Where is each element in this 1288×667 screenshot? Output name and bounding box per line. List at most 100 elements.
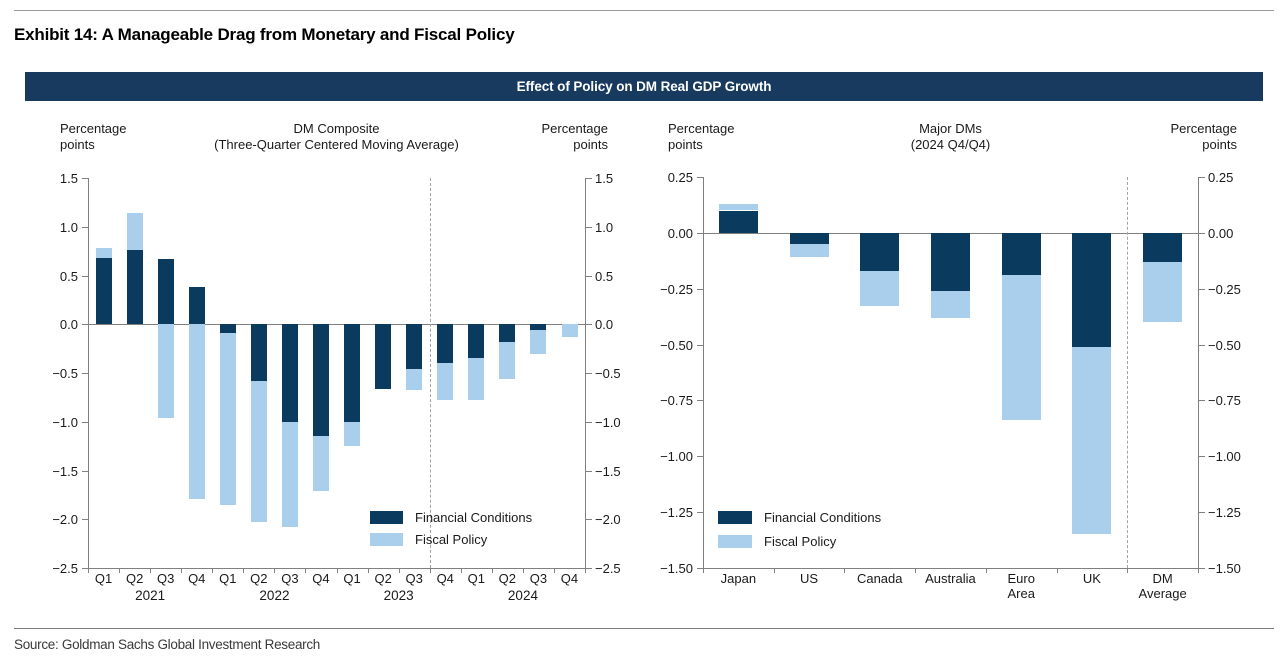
legend-swatch-fiscal-policy (370, 533, 403, 546)
y-tick-left (697, 345, 703, 346)
x-tick (430, 569, 431, 573)
y-tick-label-left: −1.50 (660, 561, 693, 576)
bar-segment-fiscal-policy (313, 436, 329, 491)
year-group-label: 2022 (259, 588, 290, 603)
y-tick-left (82, 227, 88, 228)
y-axis-right (1198, 177, 1199, 569)
x-axis (88, 568, 585, 569)
y-tick-label-left: −1.5 (52, 464, 78, 479)
y-tick-label-left: 0.25 (667, 170, 693, 185)
period-divider-line (430, 178, 431, 568)
bar-segment-fiscal-policy (281, 421, 298, 528)
y-tick-right (1199, 512, 1205, 513)
x-category-label: DM Average (1138, 571, 1187, 601)
x-category-label: Q4 (436, 571, 454, 586)
y-tick-right (1199, 456, 1205, 457)
zero-line (88, 324, 585, 325)
y-axis-left (88, 178, 89, 569)
bar-segment-fiscal-policy (1001, 275, 1041, 421)
y-tick-right (586, 227, 592, 228)
bar-segment-fiscal-policy (561, 324, 578, 337)
y-axis-header-right: Percentage points (541, 121, 609, 152)
y-tick-right (586, 276, 592, 277)
y-axis-right (585, 178, 586, 569)
x-tick (150, 569, 151, 573)
x-category-label: Q2 (498, 571, 517, 586)
y-tick-left (697, 289, 703, 290)
x-category-label: Q4 (188, 571, 206, 586)
period-divider-line (1127, 177, 1128, 568)
bar-segment-financial-conditions (931, 232, 970, 291)
bottom-divider (14, 628, 1274, 629)
y-tick-label-left: −1.25 (660, 505, 693, 520)
bar-segment-financial-conditions (1143, 232, 1183, 262)
x-tick (88, 569, 89, 573)
y-tick-label-left: −0.75 (660, 393, 693, 408)
y-tick-label-right: −1.0 (595, 415, 621, 430)
x-tick (1127, 569, 1128, 573)
x-category-label: Q1 (467, 571, 486, 586)
x-category-label: Australia (925, 571, 976, 586)
bar-segment-financial-conditions (188, 287, 205, 325)
x-tick (774, 569, 775, 573)
y-tick-right (586, 471, 592, 472)
bar-segment-financial-conditions (1072, 232, 1112, 347)
y-tick-right (1199, 568, 1205, 569)
chart-title: Major DMs (919, 121, 982, 136)
year-group-label: 2021 (135, 588, 166, 603)
y-tick-label-right: −2.0 (595, 512, 621, 527)
y-tick-label-right: 0.25 (1208, 170, 1234, 185)
y-tick-left (82, 373, 88, 374)
x-tick (1198, 569, 1199, 573)
y-tick-label-right: −1.00 (1208, 449, 1241, 464)
legend-label-fiscal-policy: Fiscal Policy (415, 532, 488, 547)
year-group-label: 2024 (507, 588, 538, 603)
y-tick-left (82, 276, 88, 277)
x-category-label: Q1 (94, 571, 113, 586)
x-category-label: Q3 (405, 571, 423, 586)
x-tick (461, 569, 462, 573)
y-tick-label-left: 0.5 (59, 269, 78, 284)
bar-segment-financial-conditions (789, 232, 829, 245)
bar-segment-fiscal-policy (95, 248, 112, 258)
bar-segment-fiscal-policy (250, 380, 267, 523)
y-tick-label-right: −1.25 (1208, 505, 1241, 520)
legend-label-fiscal-policy: Fiscal Policy (764, 534, 837, 549)
bar-segment-financial-conditions (718, 210, 758, 233)
x-tick (274, 569, 275, 573)
y-axis-left (703, 177, 704, 569)
legend-label-financial-conditions: Financial Conditions (415, 510, 533, 525)
y-tick-left (82, 568, 88, 569)
y-tick-label-left: 0.00 (667, 226, 693, 241)
bar-segment-fiscal-policy (157, 324, 174, 418)
legend-swatch-financial-conditions (370, 511, 403, 524)
y-tick-right (1199, 400, 1205, 401)
bar-segment-fiscal-policy (931, 290, 970, 318)
y-tick-label-left: −2.0 (52, 512, 78, 527)
bar-segment-fiscal-policy (468, 358, 485, 401)
y-tick-label-right: 1.5 (595, 171, 614, 186)
bar-segment-fiscal-policy (126, 213, 143, 251)
y-tick-label-left: −0.25 (660, 282, 693, 297)
y-tick-label-right: −2.5 (595, 561, 621, 576)
y-tick-right (586, 519, 592, 520)
bar-segment-financial-conditions (375, 324, 392, 389)
y-tick-right (586, 422, 592, 423)
x-category-label: Q4 (312, 571, 330, 586)
y-tick-left (697, 512, 703, 513)
x-category-label: Q3 (156, 571, 175, 586)
bar-segment-financial-conditions (406, 324, 423, 370)
y-tick-left (82, 178, 88, 179)
x-tick (523, 569, 524, 573)
y-tick-left (82, 422, 88, 423)
x-category-label: UK (1082, 571, 1101, 586)
y-tick-label-left: −0.50 (660, 338, 693, 353)
bar-segment-financial-conditions (530, 324, 547, 331)
bar-segment-fiscal-policy (1072, 346, 1112, 535)
y-tick-label-left: −1.00 (660, 449, 693, 464)
x-tick (915, 569, 916, 573)
x-tick (212, 569, 213, 573)
bar-segment-fiscal-policy (718, 203, 758, 211)
